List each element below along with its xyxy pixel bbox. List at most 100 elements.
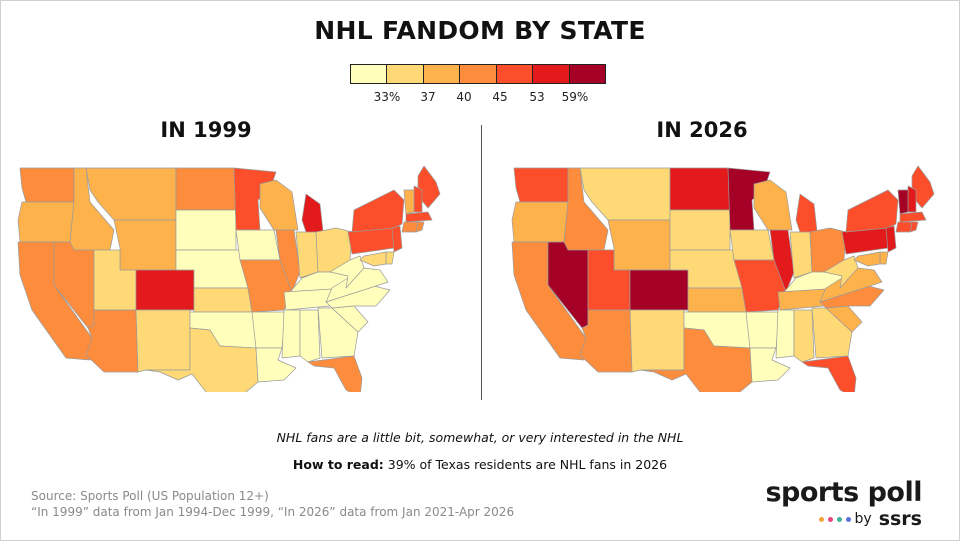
- state-co: [629, 269, 689, 311]
- logo-by: by: [854, 511, 872, 527]
- legend-label-5: 53: [529, 90, 545, 104]
- legend-label-1: 33%: [373, 90, 401, 104]
- state-ms: [775, 309, 795, 359]
- state-or: [511, 201, 569, 243]
- logo-byline: by ssrs: [765, 508, 922, 530]
- state-wv: [823, 255, 859, 289]
- state-ms: [281, 309, 301, 359]
- legend-swatch-7: [569, 65, 605, 83]
- state-wy: [113, 219, 177, 271]
- state-in: [295, 231, 319, 279]
- state-wa: [513, 167, 569, 203]
- state-ny: [351, 189, 405, 233]
- source-line-2: “In 1999” data from Jan 1994-Dec 1999, “…: [31, 505, 515, 519]
- state-sd: [669, 209, 731, 251]
- state-vt: [897, 189, 909, 215]
- state-wi: [753, 179, 793, 231]
- state-nj: [391, 225, 403, 253]
- map-divider: [481, 125, 482, 400]
- source-note: Source: Sports Poll (US Population 12+) …: [31, 488, 514, 520]
- state-ny: [845, 189, 899, 233]
- state-ma: [405, 211, 433, 223]
- state-de: [385, 251, 395, 265]
- state-la: [749, 347, 791, 383]
- state-sd: [175, 209, 237, 251]
- state-nd: [669, 167, 731, 211]
- legend-swatch-3: [423, 65, 461, 83]
- logo-dot-4: [845, 516, 851, 522]
- legend-label-6: 59%: [561, 90, 589, 104]
- state-fl: [307, 355, 363, 392]
- logo-ssrs: ssrs: [878, 508, 922, 530]
- state-al: [299, 309, 321, 363]
- color-legend: [350, 64, 606, 84]
- state-ct: [895, 221, 913, 233]
- state-wy: [607, 219, 671, 271]
- legend-swatch-5: [496, 65, 534, 83]
- state-in: [789, 231, 813, 279]
- logo-dot-1: [818, 516, 824, 522]
- state-co: [135, 269, 195, 311]
- state-il: [275, 229, 301, 293]
- state-fl: [801, 355, 857, 392]
- legend-label-3: 40: [456, 90, 472, 104]
- state-wv: [329, 255, 365, 289]
- state-nm: [135, 309, 191, 373]
- page-title: NHL FANDOM BY STATE: [314, 16, 646, 45]
- us-map-2026: [511, 165, 935, 392]
- state-md: [359, 251, 387, 267]
- logo-dot-2: [827, 516, 833, 522]
- state-de: [879, 251, 889, 265]
- state-wi: [259, 179, 299, 231]
- state-ar: [745, 311, 781, 349]
- map-title-2026: IN 2026: [656, 118, 748, 142]
- state-il: [769, 229, 795, 293]
- map-title-1999: IN 1999: [160, 118, 252, 142]
- sports-poll-logo: sports poll by ssrs: [765, 477, 922, 531]
- state-nd: [175, 167, 237, 211]
- state-ri: [415, 221, 425, 233]
- legend-swatch-6: [533, 65, 570, 83]
- legend-swatch-2: [387, 65, 424, 83]
- state-tx: [639, 327, 753, 392]
- state-az: [85, 309, 139, 373]
- state-ks: [193, 287, 253, 313]
- source-line-1: Source: Sports Poll (US Population 12+): [31, 489, 269, 503]
- state-mt: [579, 167, 671, 221]
- how-to-read-text: 39% of Texas residents are NHL fans in 2…: [383, 457, 668, 472]
- logo-wordmark: sports poll: [765, 477, 922, 508]
- us-map-1999: [17, 165, 441, 392]
- state-al: [793, 309, 815, 363]
- legend-label-4: 45: [492, 90, 508, 104]
- state-me: [911, 165, 935, 209]
- state-mt: [85, 167, 177, 221]
- state-ia: [235, 229, 281, 261]
- state-me: [417, 165, 441, 209]
- state-nh: [413, 185, 423, 213]
- legend-labels: 33% 37 40 45 53 59%: [0, 90, 960, 106]
- state-ar: [251, 311, 287, 349]
- state-ct: [401, 221, 419, 233]
- state-ri: [909, 221, 919, 233]
- state-nm: [629, 309, 685, 373]
- logo-dot-3: [836, 516, 842, 522]
- state-wa: [19, 167, 75, 203]
- state-tx: [145, 327, 259, 392]
- how-to-read: How to read: 39% of Texas residents are …: [0, 457, 960, 472]
- state-md: [853, 251, 881, 267]
- legend-label-2: 37: [420, 90, 436, 104]
- legend-swatch-1: [351, 65, 388, 83]
- state-or: [17, 201, 75, 243]
- state-ia: [729, 229, 775, 261]
- state-ma: [899, 211, 927, 223]
- state-vt: [403, 189, 415, 215]
- state-ks: [687, 287, 747, 313]
- legend-swatch-4: [460, 65, 497, 83]
- fan-definition-note: NHL fans are a little bit, somewhat, or …: [276, 430, 684, 445]
- state-az: [579, 309, 633, 373]
- state-ga: [317, 307, 359, 359]
- state-la: [255, 347, 297, 383]
- state-nj: [885, 225, 897, 253]
- state-nh: [907, 185, 917, 213]
- how-to-read-label: How to read:: [292, 457, 384, 472]
